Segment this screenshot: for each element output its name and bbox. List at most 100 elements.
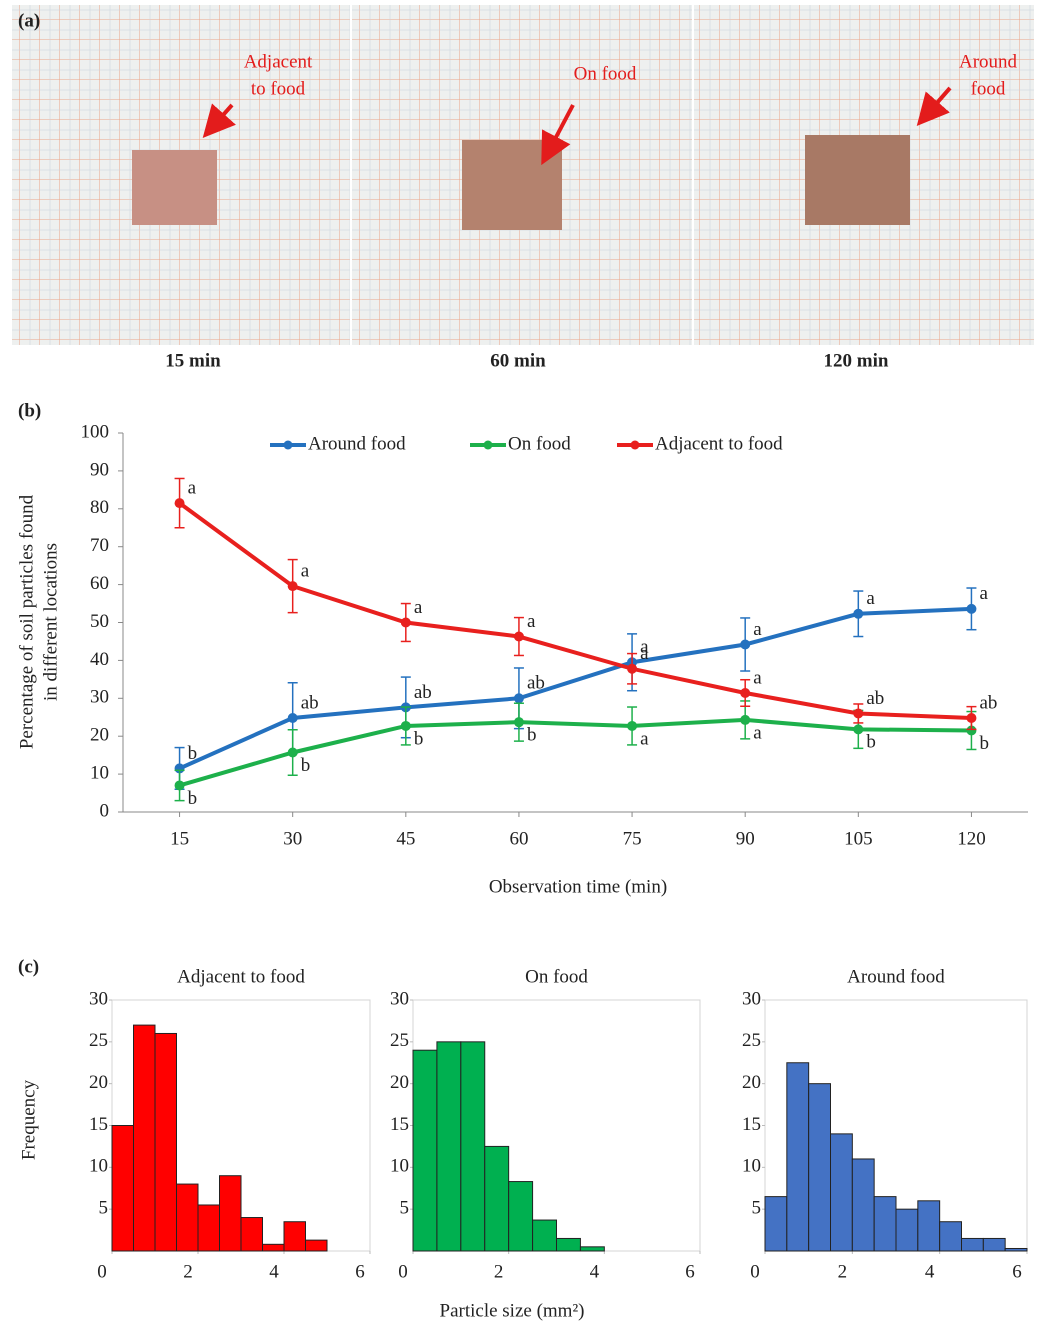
bar xyxy=(787,1063,809,1251)
y-tick-label: 40 xyxy=(90,649,109,670)
point xyxy=(288,713,298,723)
chart-title: Around food xyxy=(847,966,945,987)
y-tick-label: 15 xyxy=(742,1114,761,1135)
annotation: to food xyxy=(251,78,306,99)
point xyxy=(853,708,863,718)
legend-label: Adjacent to food xyxy=(655,433,783,454)
bar xyxy=(557,1238,581,1251)
annotation: On food xyxy=(574,63,637,84)
significance-letter: b xyxy=(414,728,424,749)
y-tick-label: 10 xyxy=(742,1156,761,1177)
panel-label: (b) xyxy=(18,400,41,421)
point xyxy=(740,715,750,725)
bar xyxy=(809,1084,831,1251)
bar xyxy=(220,1176,242,1251)
point xyxy=(966,604,976,614)
x-tick-label: 6 xyxy=(1012,1261,1022,1282)
significance-letter: a xyxy=(640,728,649,749)
point xyxy=(627,664,637,674)
y-tick-label: 25 xyxy=(390,1030,409,1051)
point xyxy=(740,688,750,698)
photo-caption: 15 min xyxy=(165,350,221,371)
bar xyxy=(155,1033,177,1251)
legend-label: On food xyxy=(508,433,571,454)
point xyxy=(175,498,185,508)
annotation: food xyxy=(971,78,1006,99)
bar xyxy=(874,1197,896,1251)
x-tick-label: 0 xyxy=(398,1261,408,1282)
x-tick-label: 30 xyxy=(283,828,302,849)
food xyxy=(132,150,217,225)
legend-marker xyxy=(631,441,640,450)
bar xyxy=(284,1222,306,1251)
point xyxy=(627,721,637,731)
bar xyxy=(765,1197,787,1251)
x-tick-label: 4 xyxy=(269,1261,279,1282)
bar xyxy=(485,1146,509,1251)
x-axis-label: Observation time (min) xyxy=(489,876,667,897)
x-tick-label: 2 xyxy=(494,1261,504,1282)
x-tick-label: 45 xyxy=(396,828,415,849)
x-tick-label: 0 xyxy=(97,1261,107,1282)
y-tick-label: 30 xyxy=(89,988,108,1009)
bar xyxy=(962,1238,984,1251)
y-tick-label: 5 xyxy=(400,1198,410,1219)
bar xyxy=(437,1042,461,1251)
y-tick-label: 25 xyxy=(742,1030,761,1051)
x-tick-label: 2 xyxy=(183,1261,193,1282)
x-tick-label: 60 xyxy=(509,828,528,849)
bar xyxy=(983,1238,1005,1251)
y-axis-label: in different locations xyxy=(40,543,61,701)
chart-title: On food xyxy=(525,966,588,987)
y-axis-label: Frequency xyxy=(18,1079,39,1160)
legend-marker xyxy=(484,441,493,450)
bar xyxy=(852,1159,874,1251)
y-tick-label: 90 xyxy=(90,459,109,480)
figure: (a)(b)(c)15 minAdjacentto food60 minOn f… xyxy=(0,0,1038,1327)
bar xyxy=(461,1042,485,1251)
bar xyxy=(413,1050,437,1251)
bar xyxy=(134,1025,156,1251)
significance-letter: a xyxy=(753,619,762,640)
y-tick-label: 20 xyxy=(90,725,109,746)
x-tick-label: 6 xyxy=(355,1261,365,1282)
point xyxy=(288,747,298,757)
significance-letter: a xyxy=(414,597,423,618)
x-tick-label: 120 xyxy=(957,828,986,849)
significance-letter: a xyxy=(188,477,197,498)
annotation: Adjacent xyxy=(244,51,313,72)
y-tick-label: 80 xyxy=(90,497,109,518)
bar xyxy=(177,1184,199,1251)
y-tick-label: 100 xyxy=(81,421,110,442)
significance-letter: ab xyxy=(414,682,432,703)
point xyxy=(740,639,750,649)
y-tick-label: 20 xyxy=(89,1072,108,1093)
chart-title: Adjacent to food xyxy=(177,966,305,987)
series-line xyxy=(180,720,972,786)
significance-letter: a xyxy=(640,643,649,664)
annotation: Around xyxy=(959,51,1018,72)
point xyxy=(853,724,863,734)
y-tick-label: 25 xyxy=(89,1030,108,1051)
x-tick-label: 2 xyxy=(838,1261,848,1282)
y-tick-label: 10 xyxy=(89,1156,108,1177)
y-tick-label: 0 xyxy=(100,800,110,821)
x-tick-label: 4 xyxy=(925,1261,935,1282)
y-tick-label: 20 xyxy=(390,1072,409,1093)
y-tick-label: 60 xyxy=(90,573,109,594)
significance-letter: ab xyxy=(979,692,997,713)
significance-letter: b xyxy=(979,733,989,754)
significance-letter: a xyxy=(866,588,875,609)
bar xyxy=(509,1182,533,1251)
y-tick-label: 20 xyxy=(742,1072,761,1093)
significance-letter: ab xyxy=(866,688,884,709)
bar xyxy=(1005,1248,1027,1251)
point xyxy=(401,721,411,731)
point xyxy=(514,632,524,642)
bar xyxy=(198,1205,220,1251)
bar xyxy=(831,1134,853,1251)
series-line xyxy=(180,609,972,769)
photos xyxy=(12,5,1034,345)
y-tick-label: 10 xyxy=(390,1156,409,1177)
significance-letter: a xyxy=(301,560,310,581)
